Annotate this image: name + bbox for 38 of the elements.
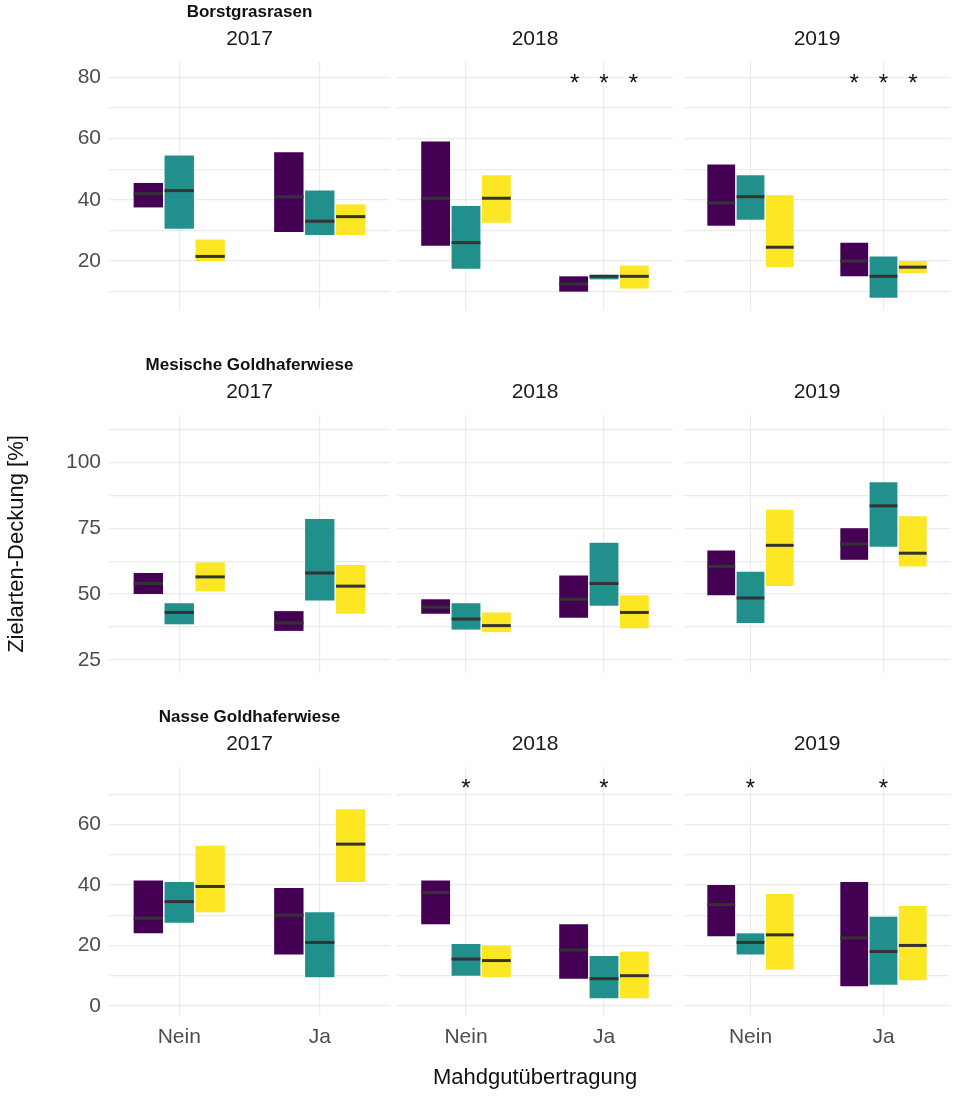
chart-subtitle: 2017 [225,379,274,403]
y-tick-label: 0 [89,992,101,1016]
y-tick-label: 25 [77,646,101,670]
x-tick-label: Nein [157,1024,201,1048]
x-axis-title: Mahdgutübertragung [432,1063,638,1089]
chart-title: Borstgrasrasen [185,2,314,22]
y-tick-label: 20 [77,247,101,271]
chart-subtitle: 2017 [225,731,274,755]
annotation: * [878,773,889,801]
annotation: * [599,773,609,801]
chart-subtitle: 2019 [792,379,842,403]
annotation: * [461,773,471,801]
y-tick-label: 100 [65,449,101,473]
y-tick-label: 20 [77,932,101,956]
y-tick-label: 80 [77,64,101,88]
chart-subtitle: 2018 [510,26,560,50]
x-tick-label: Nein [728,1024,773,1048]
chart-title: Mesische Goldhaferwiese [144,355,355,375]
chart-subtitle: 2019 [792,26,842,50]
x-tick-label: Ja [592,1024,616,1048]
y-tick-label: 40 [77,186,101,210]
annotation: * [745,773,756,801]
chart-title: Nasse Goldhaferwiese [157,707,342,727]
chart-subtitle: 2018 [510,379,560,403]
x-tick-label: Nein [444,1024,488,1048]
y-tick-label: 75 [77,515,101,538]
y-tick-label: 60 [77,125,101,149]
chart-subtitle: 2017 [225,26,274,50]
y-tick-label: 60 [77,811,101,835]
y-tick-label: 50 [77,580,101,604]
x-tick-label: Ja [308,1024,332,1048]
chart-subtitle: 2019 [792,731,842,755]
annotation: * * * [569,68,639,96]
y-axis-title: Zielarten-Deckung [%] [3,435,29,653]
chart-subtitle: 2018 [510,731,560,755]
x-tick-label: Ja [872,1024,895,1048]
y-tick-label: 40 [77,871,101,895]
annotation: * * * [849,68,918,96]
